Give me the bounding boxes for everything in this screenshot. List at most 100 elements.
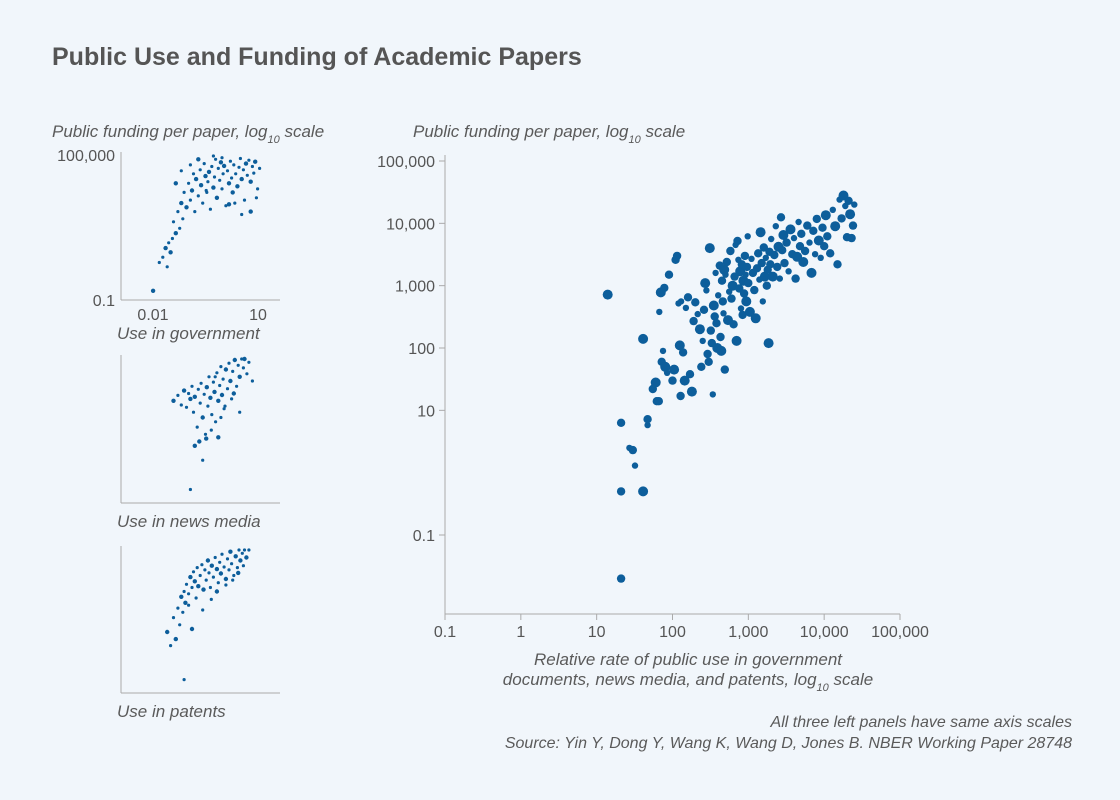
news-points	[171, 356, 254, 492]
news-data-point	[230, 397, 234, 401]
gov-data-point	[168, 250, 173, 255]
main-data-point	[694, 324, 705, 335]
patents-data-point	[181, 610, 185, 614]
patents-data-point	[208, 585, 212, 590]
main-data-point	[731, 335, 742, 346]
main-data-point	[729, 320, 738, 329]
main-data-point	[759, 243, 768, 252]
gov-data-point	[167, 241, 171, 245]
patents-data-point	[203, 568, 207, 572]
main-data-point	[708, 300, 719, 311]
gov-data-point	[238, 156, 242, 161]
main-data-point	[797, 229, 806, 238]
main-data-point	[809, 226, 818, 235]
main-data-point	[813, 235, 824, 246]
gov-data-point	[225, 169, 230, 173]
news-data-point	[228, 378, 233, 384]
main-data-point	[722, 271, 729, 278]
main-data-point	[826, 249, 835, 258]
main-data-point	[656, 308, 663, 316]
patents-data-point	[194, 596, 198, 600]
main-x-tick-label: 100	[659, 624, 686, 641]
gov-y-tick-label: 0.1	[93, 293, 115, 310]
main-data-point	[712, 269, 719, 277]
main-data-point	[700, 278, 711, 289]
news-data-point	[247, 360, 251, 364]
patents-data-point	[247, 548, 251, 552]
panel-news-media: Use in news media	[117, 355, 280, 531]
gov-data-point	[161, 255, 165, 259]
patents-data-point	[233, 554, 238, 559]
news-data-point	[198, 401, 202, 405]
main-x-tick-label: 1	[516, 624, 525, 641]
gov-data-point	[211, 154, 215, 158]
main-data-point	[830, 221, 841, 232]
news-data-point	[207, 375, 211, 379]
patents-data-point	[201, 608, 205, 612]
main-data-point	[718, 297, 727, 306]
gov-data-point	[188, 198, 192, 202]
gov-data-point	[232, 163, 236, 167]
patents-x-axis-title: Use in patents	[117, 702, 226, 721]
main-data-point	[739, 289, 749, 298]
gov-data-point	[241, 168, 245, 172]
patents-data-point	[204, 578, 208, 582]
news-data-point	[195, 425, 199, 429]
main-x-tick-label: 10	[588, 624, 606, 641]
gov-data-point	[157, 260, 161, 265]
main-data-point	[720, 310, 727, 317]
gov-data-point	[189, 188, 195, 193]
gov-data-point	[248, 209, 253, 214]
main-data-point	[703, 287, 710, 294]
main-data-point	[717, 276, 727, 285]
main-data-point	[848, 221, 858, 230]
news-data-point	[196, 387, 200, 391]
main-data-point	[659, 347, 667, 355]
gov-x-tick-label: 0.01	[137, 307, 168, 324]
patents-data-point	[240, 551, 244, 555]
news-data-point	[181, 388, 187, 393]
main-data-point	[806, 239, 813, 246]
gov-data-point	[226, 181, 232, 186]
news-data-point	[216, 435, 221, 440]
patents-data-point	[200, 563, 204, 567]
news-data-point	[216, 398, 221, 403]
gov-data-point	[230, 190, 235, 195]
gov-data-point	[247, 158, 251, 162]
gov-data-point	[237, 165, 241, 169]
gov-data-point	[204, 188, 208, 193]
news-data-point	[210, 413, 214, 417]
news-data-point	[192, 394, 197, 399]
patents-data-point	[196, 584, 201, 589]
patents-data-point	[237, 548, 241, 552]
main-data-point	[785, 268, 792, 275]
main-data-point	[757, 258, 766, 268]
gov-data-point	[196, 194, 200, 198]
gov-data-point	[176, 210, 180, 214]
main-data-point	[847, 233, 856, 243]
main-data-point	[697, 362, 706, 371]
main-data-point	[668, 376, 677, 385]
news-data-point	[223, 404, 227, 408]
patents-data-point	[244, 555, 249, 560]
gov-data-point	[191, 172, 196, 176]
news-data-point	[238, 410, 242, 414]
main-data-point	[817, 254, 824, 261]
patents-data-point	[241, 564, 245, 568]
main-data-point	[631, 462, 639, 469]
main-data-point	[654, 397, 663, 406]
main-data-point	[762, 281, 771, 290]
news-data-point	[219, 392, 225, 398]
gov-data-point	[254, 196, 258, 200]
main-data-point	[744, 233, 751, 240]
main-data-point	[833, 260, 842, 269]
patents-data-point	[232, 573, 236, 578]
patents-data-point	[223, 576, 229, 582]
main-data-point	[660, 361, 671, 372]
news-data-point	[219, 365, 223, 369]
gov-data-point	[188, 163, 192, 167]
news-data-point	[184, 405, 189, 409]
gov-data-point	[243, 161, 249, 166]
patents-data-point	[173, 636, 178, 642]
gov-data-point	[196, 157, 201, 162]
